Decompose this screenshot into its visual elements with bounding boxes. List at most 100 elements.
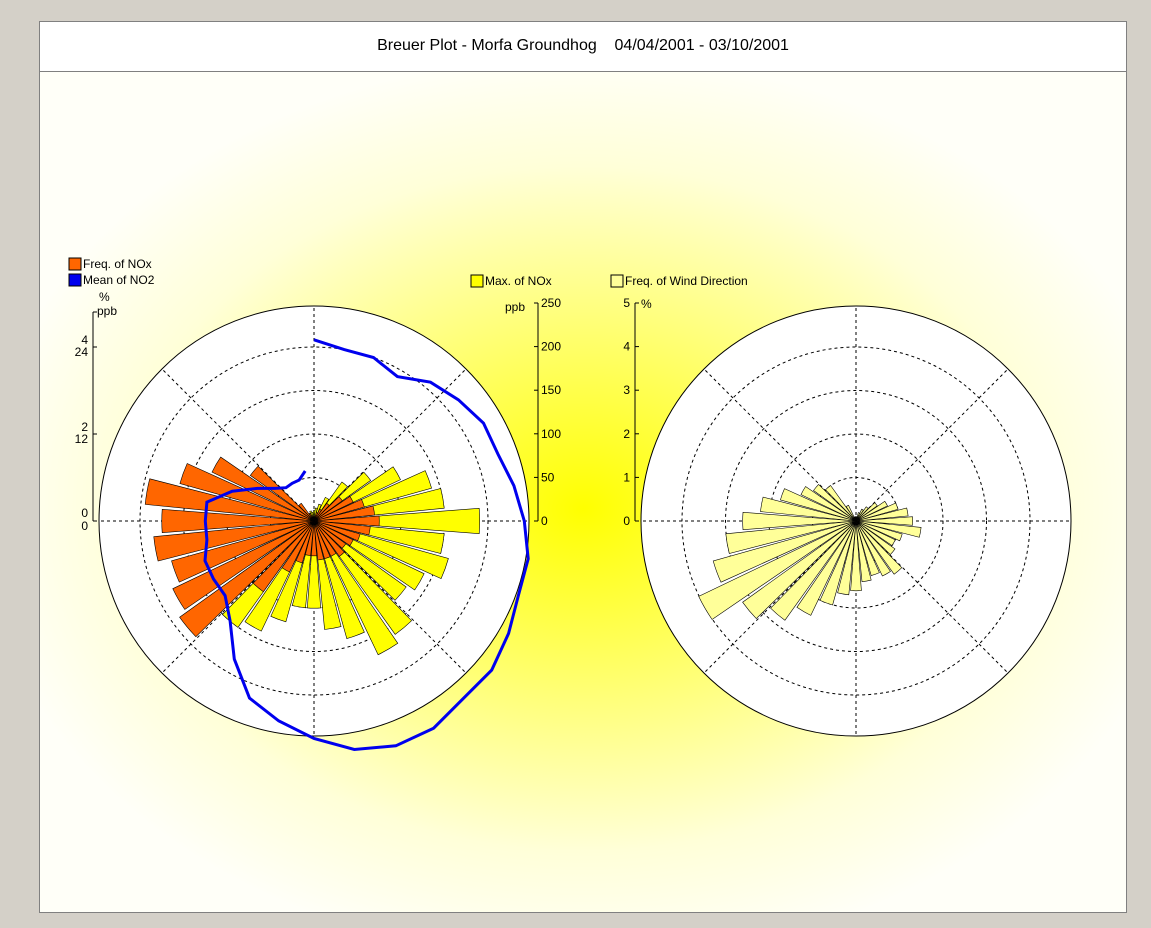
legend-mean-no2: Mean of NO2 [68, 273, 155, 287]
freq-nox-bar-230 [179, 520, 315, 638]
wind-direction-bars [698, 483, 922, 621]
legend-swatch-mean-no2 [68, 273, 82, 287]
legend-swatch-max-nox [470, 274, 484, 288]
wind-freq-tick-label-3: 3 [623, 383, 630, 397]
title-date-range: 04/04/2001 - 03/10/2001 [614, 37, 789, 54]
left-axis-unit-ppb: ppb [97, 304, 117, 318]
max-nox-bar-90 [313, 507, 480, 535]
wind-bar-150 [855, 520, 891, 577]
wind-bar-330 [845, 504, 857, 522]
wind-freq-tick-label-2: 2 [623, 427, 630, 441]
chart-window: Breuer Plot - Morfa Groundhog 04/04/2001… [39, 21, 1127, 913]
max-nox-tick-label-0: 0 [541, 514, 548, 528]
wind-bar-190 [837, 520, 857, 596]
freq-nox-bar-60 [313, 495, 354, 522]
wind-bar-310 [813, 483, 857, 522]
max-nox-bar-150 [313, 520, 399, 656]
freq-nox-bar-290 [179, 463, 315, 522]
wind-bar-60 [855, 500, 888, 522]
wind-bar-200 [819, 520, 857, 606]
wind-freq-tick-label-4: 4 [623, 340, 630, 354]
wind-bar-80 [855, 507, 909, 522]
wind-freq-tick-label-5: 5 [623, 296, 630, 310]
wind-freq-axis-unit: % [641, 297, 652, 311]
wind-bar-320 [825, 485, 857, 522]
left-polar-chart [98, 305, 530, 752]
left-tick-label-pct-4: 4 [81, 333, 88, 347]
wind-bar-50 [855, 502, 878, 522]
freq-nox-bar-330 [308, 512, 315, 522]
max-nox-tick-label-50: 50 [541, 470, 555, 484]
freq-nox-bar-150 [313, 520, 337, 557]
chart-svg: Freq. of NOx Mean of NO2 Max. of NOx Fre… [68, 257, 1072, 752]
freq-nox-bar-210 [281, 520, 315, 573]
wind-bar-220 [770, 520, 857, 621]
freq-nox-bar-50 [313, 496, 343, 522]
wind-freq-tick-label-1: 1 [623, 470, 630, 484]
freq-nox-bar-310 [249, 465, 315, 522]
wind-bar-120 [855, 520, 896, 547]
wind-bar-140 [855, 520, 903, 575]
wind-bar-110 [855, 520, 903, 542]
legend-freq-wind: Freq. of Wind Direction [610, 274, 748, 288]
title-bar: Breuer Plot - Morfa Groundhog 04/04/2001… [40, 22, 1126, 72]
freq-nox-bar-350 [312, 516, 315, 522]
wind-bar-170 [855, 520, 872, 583]
freq-nox-bar-160 [313, 520, 331, 560]
legend-label-mean-no2: Mean of NO2 [83, 273, 155, 287]
left-tick-label-ppb-12: 12 [75, 432, 89, 446]
legend-swatch-freq-wind [610, 274, 624, 288]
title-text: Breuer Plot - Morfa Groundhog [377, 37, 597, 54]
freq-nox-bar-140 [313, 520, 345, 557]
left-axis-unit-pct: % [99, 290, 110, 304]
wind-bar-240 [698, 520, 857, 620]
freq-nox-bar-280 [144, 478, 315, 522]
max-nox-tick-label-250: 250 [541, 296, 561, 310]
wind-freq-axis: % 0 1 2 3 4 5 [623, 296, 652, 528]
freq-nox-bar-130 [313, 520, 347, 549]
wind-bar-130 [855, 520, 896, 556]
max-nox-tick-label-200: 200 [541, 340, 561, 354]
max-nox-tick-label-100: 100 [541, 427, 561, 441]
left-tick-label-ppb-0: 0 [81, 519, 88, 533]
wind-bar-210 [796, 520, 857, 616]
mean-no2-line [203, 338, 530, 752]
legend-label-freq-wind: Freq. of Wind Direction [625, 274, 748, 288]
left-freq-nox-bars [144, 456, 380, 638]
wind-bar-90 [855, 516, 913, 526]
max-nox-bar-180 [306, 520, 322, 609]
freq-nox-bar-40 [313, 502, 330, 522]
wind-bar-260 [725, 520, 857, 554]
legend-swatch-freq-nox [68, 257, 82, 271]
wind-bar-290 [780, 488, 857, 522]
wind-bar-100 [855, 520, 922, 538]
wind-bar-280 [760, 496, 857, 522]
freq-nox-bar-320 [298, 502, 315, 522]
freq-nox-bar-200 [295, 520, 315, 564]
freq-nox-bar-70 [313, 499, 365, 522]
wind-bar-230 [742, 520, 857, 620]
freq-nox-bar-180 [310, 520, 318, 557]
legend-freq-nox: Freq. of NOx [68, 257, 152, 271]
chart-title: Breuer Plot - Morfa Groundhog 04/04/2001… [40, 37, 1126, 55]
freq-nox-bar-90 [313, 515, 380, 527]
wind-bar-300 [800, 486, 857, 522]
left-value-axis: % ppb 0 0 2 12 4 24 [75, 290, 118, 533]
wind-bar-350 [854, 516, 857, 522]
legend-label-max-nox: Max. of NOx [485, 274, 552, 288]
right-polar-chart [640, 305, 1072, 737]
freq-nox-bar-120 [313, 520, 354, 547]
legend-label-freq-nox: Freq. of NOx [83, 257, 152, 271]
wind-bar-70 [855, 502, 899, 522]
max-nox-axis: ppb 0 50 100 150 200 250 [505, 296, 561, 528]
max-nox-axis-unit: ppb [505, 300, 525, 314]
wind-bar-160 [855, 520, 880, 576]
wind-freq-tick-label-0: 0 [623, 514, 630, 528]
wind-bar-180 [850, 520, 862, 592]
right-grid-ring-3 [725, 390, 987, 652]
freq-nox-bar-260 [153, 520, 315, 562]
freq-nox-bar-80 [313, 505, 375, 522]
wind-bar-250 [712, 520, 857, 583]
wind-bar-270 [742, 511, 857, 531]
left-tick-label-ppb-24: 24 [75, 345, 89, 359]
